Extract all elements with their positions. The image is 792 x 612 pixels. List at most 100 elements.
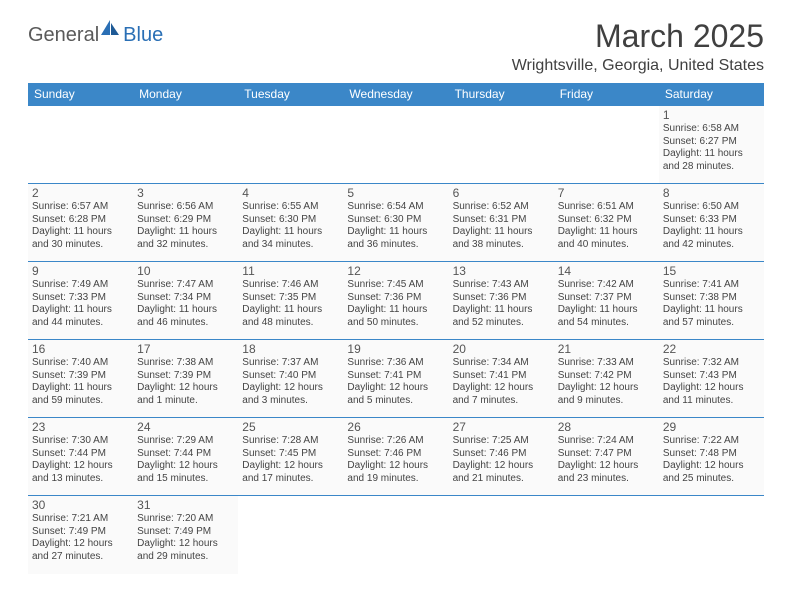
sunset-line: Sunset: 6:32 PM <box>558 214 655 227</box>
daylight-line: Daylight: 12 hours <box>453 460 550 473</box>
weekday-header: Saturday <box>659 83 764 106</box>
daylight-line: Daylight: 11 hours <box>32 382 129 395</box>
sunrise-line: Sunrise: 7:21 AM <box>32 513 129 526</box>
calendar-cell: 15Sunrise: 7:41 AMSunset: 7:38 PMDayligh… <box>659 262 764 340</box>
daylight-line: and 27 minutes. <box>32 551 129 564</box>
daylight-line: and 13 minutes. <box>32 473 129 486</box>
sunrise-line: Sunrise: 7:34 AM <box>453 357 550 370</box>
sunrise-line: Sunrise: 7:47 AM <box>137 279 234 292</box>
sunset-line: Sunset: 7:48 PM <box>663 448 760 461</box>
day-number: 31 <box>137 498 234 512</box>
sunset-line: Sunset: 6:27 PM <box>663 136 760 149</box>
daylight-line: and 34 minutes. <box>242 239 339 252</box>
weekday-header: Friday <box>554 83 659 106</box>
daylight-line: Daylight: 12 hours <box>558 460 655 473</box>
sunset-line: Sunset: 7:38 PM <box>663 292 760 305</box>
sunrise-line: Sunrise: 7:42 AM <box>558 279 655 292</box>
month-title: March 2025 <box>512 18 764 55</box>
sunset-line: Sunset: 6:29 PM <box>137 214 234 227</box>
daylight-line: Daylight: 12 hours <box>32 460 129 473</box>
daylight-line: and 7 minutes. <box>453 395 550 408</box>
sunset-line: Sunset: 7:33 PM <box>32 292 129 305</box>
calendar-cell: 30Sunrise: 7:21 AMSunset: 7:49 PMDayligh… <box>28 496 133 574</box>
title-block: March 2025 Wrightsville, Georgia, United… <box>512 18 764 75</box>
calendar-cell <box>343 106 448 184</box>
sunrise-line: Sunrise: 7:46 AM <box>242 279 339 292</box>
daylight-line: and 46 minutes. <box>137 317 234 330</box>
sunset-line: Sunset: 7:36 PM <box>347 292 444 305</box>
calendar-row: 1Sunrise: 6:58 AMSunset: 6:27 PMDaylight… <box>28 106 764 184</box>
calendar-row: 2Sunrise: 6:57 AMSunset: 6:28 PMDaylight… <box>28 184 764 262</box>
daylight-line: and 32 minutes. <box>137 239 234 252</box>
sunrise-line: Sunrise: 7:33 AM <box>558 357 655 370</box>
weekday-header: Tuesday <box>238 83 343 106</box>
daylight-line: and 19 minutes. <box>347 473 444 486</box>
daylight-line: Daylight: 12 hours <box>32 538 129 551</box>
calendar-cell <box>554 106 659 184</box>
sunrise-line: Sunrise: 7:24 AM <box>558 435 655 448</box>
sunset-line: Sunset: 7:41 PM <box>347 370 444 383</box>
calendar-cell: 16Sunrise: 7:40 AMSunset: 7:39 PMDayligh… <box>28 340 133 418</box>
calendar-cell: 31Sunrise: 7:20 AMSunset: 7:49 PMDayligh… <box>133 496 238 574</box>
calendar-cell <box>28 106 133 184</box>
calendar-row: 16Sunrise: 7:40 AMSunset: 7:39 PMDayligh… <box>28 340 764 418</box>
calendar-cell: 3Sunrise: 6:56 AMSunset: 6:29 PMDaylight… <box>133 184 238 262</box>
sunset-line: Sunset: 7:46 PM <box>347 448 444 461</box>
calendar-cell: 28Sunrise: 7:24 AMSunset: 7:47 PMDayligh… <box>554 418 659 496</box>
daylight-line: and 29 minutes. <box>137 551 234 564</box>
sunrise-line: Sunrise: 7:49 AM <box>32 279 129 292</box>
calendar-cell: 8Sunrise: 6:50 AMSunset: 6:33 PMDaylight… <box>659 184 764 262</box>
calendar-cell <box>554 496 659 574</box>
calendar-cell: 11Sunrise: 7:46 AMSunset: 7:35 PMDayligh… <box>238 262 343 340</box>
sunset-line: Sunset: 7:36 PM <box>453 292 550 305</box>
day-number: 6 <box>453 186 550 200</box>
daylight-line: and 23 minutes. <box>558 473 655 486</box>
calendar-cell: 21Sunrise: 7:33 AMSunset: 7:42 PMDayligh… <box>554 340 659 418</box>
sunset-line: Sunset: 6:30 PM <box>347 214 444 227</box>
sunrise-line: Sunrise: 7:29 AM <box>137 435 234 448</box>
day-number: 14 <box>558 264 655 278</box>
calendar-cell <box>659 496 764 574</box>
sunrise-line: Sunrise: 6:51 AM <box>558 201 655 214</box>
calendar-cell: 7Sunrise: 6:51 AMSunset: 6:32 PMDaylight… <box>554 184 659 262</box>
calendar-cell: 17Sunrise: 7:38 AMSunset: 7:39 PMDayligh… <box>133 340 238 418</box>
sunset-line: Sunset: 7:49 PM <box>137 526 234 539</box>
day-number: 1 <box>663 108 760 122</box>
daylight-line: Daylight: 11 hours <box>558 304 655 317</box>
logo: General Blue <box>28 18 163 47</box>
daylight-line: Daylight: 11 hours <box>453 226 550 239</box>
sunrise-line: Sunrise: 6:52 AM <box>453 201 550 214</box>
sunrise-line: Sunrise: 6:56 AM <box>137 201 234 214</box>
daylight-line: Daylight: 11 hours <box>347 304 444 317</box>
daylight-line: Daylight: 12 hours <box>663 382 760 395</box>
sunset-line: Sunset: 7:42 PM <box>558 370 655 383</box>
daylight-line: and 54 minutes. <box>558 317 655 330</box>
daylight-line: and 17 minutes. <box>242 473 339 486</box>
sunrise-line: Sunrise: 7:22 AM <box>663 435 760 448</box>
daylight-line: Daylight: 12 hours <box>137 538 234 551</box>
daylight-line: and 5 minutes. <box>347 395 444 408</box>
daylight-line: Daylight: 12 hours <box>347 382 444 395</box>
day-number: 11 <box>242 264 339 278</box>
day-number: 12 <box>347 264 444 278</box>
daylight-line: Daylight: 12 hours <box>453 382 550 395</box>
calendar-cell: 1Sunrise: 6:58 AMSunset: 6:27 PMDaylight… <box>659 106 764 184</box>
daylight-line: Daylight: 11 hours <box>663 226 760 239</box>
daylight-line: and 9 minutes. <box>558 395 655 408</box>
day-number: 8 <box>663 186 760 200</box>
sunrise-line: Sunrise: 7:45 AM <box>347 279 444 292</box>
daylight-line: Daylight: 11 hours <box>32 226 129 239</box>
weekday-header: Thursday <box>449 83 554 106</box>
sunrise-line: Sunrise: 7:20 AM <box>137 513 234 526</box>
sunset-line: Sunset: 7:35 PM <box>242 292 339 305</box>
sunrise-line: Sunrise: 7:43 AM <box>453 279 550 292</box>
calendar-cell: 20Sunrise: 7:34 AMSunset: 7:41 PMDayligh… <box>449 340 554 418</box>
day-number: 21 <box>558 342 655 356</box>
daylight-line: and 25 minutes. <box>663 473 760 486</box>
calendar-cell <box>133 106 238 184</box>
weekday-header: Monday <box>133 83 238 106</box>
day-number: 9 <box>32 264 129 278</box>
sunset-line: Sunset: 6:30 PM <box>242 214 339 227</box>
calendar-row: 23Sunrise: 7:30 AMSunset: 7:44 PMDayligh… <box>28 418 764 496</box>
daylight-line: Daylight: 12 hours <box>663 460 760 473</box>
